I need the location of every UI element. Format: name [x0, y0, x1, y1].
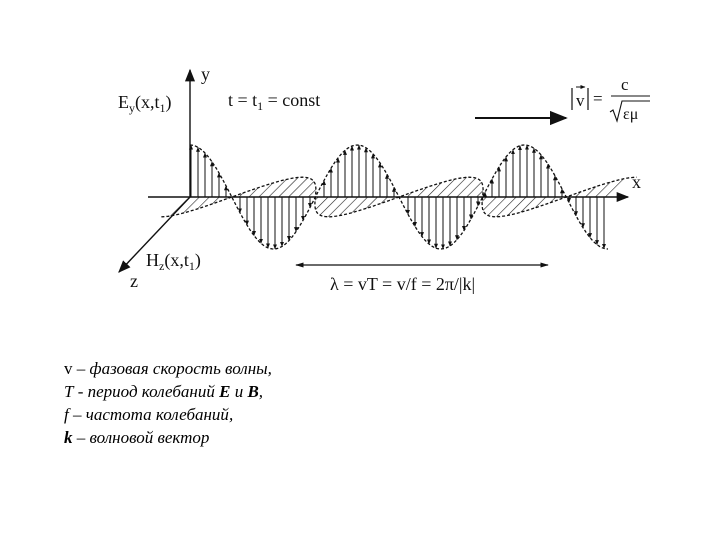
legend-symbol: T — [64, 382, 74, 401]
y-axis-label: y — [201, 64, 210, 84]
legend: v – фазовая скорость волны, T - период ко… — [64, 357, 664, 449]
legend-description: фазовая скорость волны, — [89, 359, 272, 378]
legend-symbol: k — [64, 428, 73, 447]
wavelength-formula: λ = vT = v/f = 2π/|k| — [330, 274, 475, 294]
svg-text:c: c — [621, 75, 629, 94]
e-field-label: Ey(x,t1) — [118, 92, 172, 115]
svg-text:=: = — [593, 89, 603, 108]
h-field-hatching — [161, 177, 635, 217]
legend-symbol: f — [64, 405, 69, 424]
h-field-label: Hz(x,t1) — [146, 250, 201, 273]
x-axis-label: x — [632, 172, 641, 192]
h-field-lobe — [231, 177, 316, 197]
legend-line: v – фазовая скорость волны, — [64, 359, 272, 378]
z-axis-label: z — [130, 271, 138, 291]
wave-diagram: y x z Ey(x,t1) t = t1 = const Hz(x,t1) v… — [118, 64, 650, 294]
legend-symbol: v — [64, 359, 73, 378]
legend-description: период колебаний E и B, — [87, 382, 264, 401]
svg-text:v: v — [576, 91, 585, 110]
legend-line: T - период колебаний E и B, — [64, 382, 264, 401]
legend-description: частота колебаний, — [85, 405, 234, 424]
time-condition-label: t = t1 = const — [228, 90, 320, 113]
h-field-lobe — [566, 177, 635, 197]
z-axis — [118, 196, 191, 273]
h-field-lobe — [314, 197, 399, 217]
legend-line: k – волновой вектор — [64, 428, 210, 447]
h-field-lobe — [482, 197, 567, 217]
e-field-arrows — [189, 144, 606, 250]
velocity-formula: v = c εμ — [571, 75, 650, 123]
legend-line: f – частота колебаний, — [64, 405, 234, 424]
h-field-lobe — [399, 177, 484, 197]
svg-text:εμ: εμ — [623, 106, 638, 123]
h-field-lobe — [161, 197, 232, 217]
legend-description: волновой вектор — [89, 428, 210, 447]
